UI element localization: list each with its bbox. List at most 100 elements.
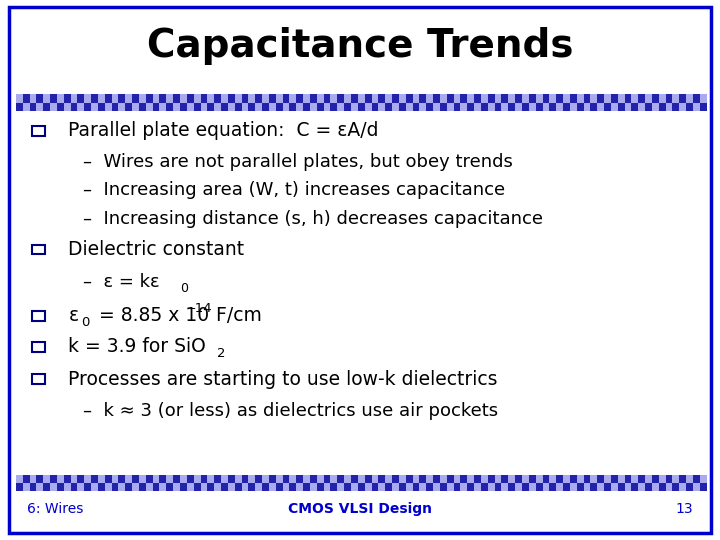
Bar: [36, 483, 43, 491]
Bar: [57, 475, 63, 483]
Bar: [379, 94, 385, 103]
Bar: [570, 483, 577, 491]
Bar: [700, 475, 706, 483]
Bar: [310, 94, 317, 103]
Text: 13: 13: [675, 502, 693, 516]
Bar: [364, 103, 372, 111]
Bar: [604, 475, 611, 483]
Bar: [16, 475, 23, 483]
Text: –  Increasing area (W, t) increases capacitance: – Increasing area (W, t) increases capac…: [83, 181, 505, 199]
Bar: [23, 483, 30, 491]
Bar: [577, 475, 583, 483]
Bar: [242, 483, 248, 491]
Bar: [590, 94, 597, 103]
Bar: [344, 475, 351, 483]
Bar: [269, 103, 276, 111]
Bar: [98, 94, 105, 103]
Bar: [269, 475, 276, 483]
Bar: [344, 103, 351, 111]
Bar: [57, 103, 63, 111]
Bar: [145, 103, 153, 111]
Bar: [32, 245, 45, 254]
Bar: [358, 103, 364, 111]
Bar: [50, 103, 57, 111]
Bar: [631, 475, 638, 483]
Bar: [604, 103, 611, 111]
Bar: [659, 483, 665, 491]
Bar: [63, 94, 71, 103]
Bar: [577, 94, 583, 103]
Bar: [256, 475, 262, 483]
Text: 6: Wires: 6: Wires: [27, 502, 84, 516]
Bar: [440, 483, 446, 491]
Bar: [187, 475, 194, 483]
Bar: [221, 94, 228, 103]
Bar: [419, 94, 426, 103]
Bar: [563, 94, 570, 103]
Bar: [194, 483, 200, 491]
Bar: [385, 475, 392, 483]
Text: -14: -14: [191, 302, 212, 315]
Bar: [71, 475, 78, 483]
Bar: [105, 103, 112, 111]
Bar: [91, 94, 98, 103]
Bar: [680, 483, 686, 491]
Bar: [379, 103, 385, 111]
Bar: [495, 475, 501, 483]
Bar: [303, 475, 310, 483]
Bar: [256, 103, 262, 111]
Text: 0: 0: [180, 282, 188, 295]
Text: Parallel plate equation:  C = εA/d: Parallel plate equation: C = εA/d: [68, 121, 379, 140]
Bar: [611, 94, 618, 103]
Bar: [153, 103, 160, 111]
Bar: [289, 103, 297, 111]
Bar: [488, 103, 495, 111]
Bar: [30, 475, 36, 483]
Bar: [481, 94, 488, 103]
Bar: [645, 475, 652, 483]
Bar: [454, 483, 461, 491]
Bar: [618, 94, 624, 103]
Bar: [364, 94, 372, 103]
Bar: [180, 475, 186, 483]
Bar: [344, 94, 351, 103]
Bar: [187, 103, 194, 111]
Bar: [215, 475, 221, 483]
Bar: [200, 475, 207, 483]
Bar: [508, 475, 516, 483]
Bar: [700, 103, 706, 111]
Bar: [364, 475, 372, 483]
Bar: [248, 475, 256, 483]
Bar: [194, 94, 200, 103]
Bar: [659, 94, 665, 103]
Bar: [611, 475, 618, 483]
Bar: [221, 103, 228, 111]
Bar: [528, 94, 536, 103]
Bar: [221, 483, 228, 491]
Bar: [57, 483, 63, 491]
Bar: [426, 483, 433, 491]
Bar: [406, 483, 413, 491]
Bar: [680, 103, 686, 111]
Bar: [317, 103, 324, 111]
Bar: [324, 483, 330, 491]
Bar: [686, 483, 693, 491]
Bar: [242, 94, 248, 103]
Bar: [84, 94, 91, 103]
Bar: [262, 94, 269, 103]
Text: –  Increasing distance (s, h) decreases capacitance: – Increasing distance (s, h) decreases c…: [83, 210, 543, 228]
Bar: [36, 94, 43, 103]
Bar: [625, 94, 631, 103]
Bar: [160, 475, 166, 483]
Bar: [228, 483, 235, 491]
Bar: [501, 475, 508, 483]
Bar: [618, 475, 624, 483]
Bar: [522, 94, 528, 103]
Bar: [508, 483, 516, 491]
Bar: [631, 94, 638, 103]
Bar: [145, 475, 153, 483]
Bar: [228, 94, 235, 103]
Bar: [256, 94, 262, 103]
Bar: [672, 475, 679, 483]
Bar: [556, 483, 563, 491]
